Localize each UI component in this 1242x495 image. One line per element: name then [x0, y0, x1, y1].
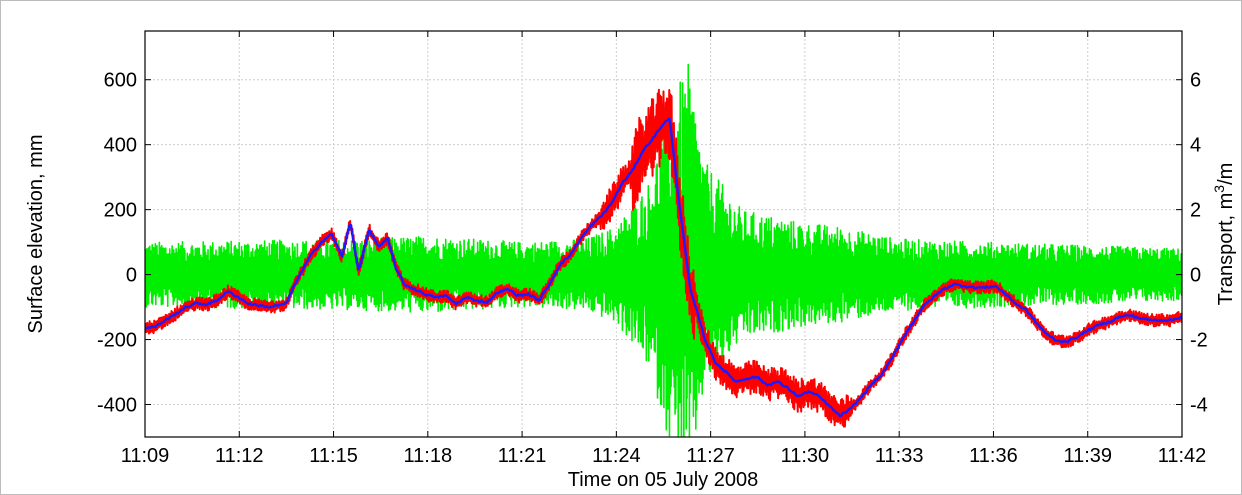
x-tick-label: 11:12	[215, 445, 264, 467]
x-tick-label: 11:42	[1158, 445, 1207, 467]
left-y-tick-label: -400	[97, 395, 137, 417]
right-y-axis-title-suffix: /m	[1215, 163, 1237, 185]
x-tick-label: 11:09	[121, 445, 170, 467]
left-y-tick-label: 400	[104, 135, 137, 157]
right-y-tick-label: 2	[1190, 200, 1201, 222]
left-y-tick-label: -200	[97, 330, 137, 352]
x-tick-label: 11:27	[686, 445, 735, 467]
right-y-axis-title-sup: 3	[1211, 185, 1227, 193]
surface-elevation-smoothed-series	[145, 117, 1182, 418]
right-y-tick-label: -4	[1190, 395, 1208, 417]
tick-marks	[144, 31, 1183, 437]
x-tick-label: 11:36	[969, 445, 1018, 467]
x-tick-label: 11:30	[781, 445, 830, 467]
left-y-tick-label: 600	[104, 70, 137, 92]
x-tick-label: 11:33	[875, 445, 924, 467]
right-y-tick-label: 6	[1190, 70, 1201, 92]
right-y-axis-title-main: Transport, m	[1215, 193, 1237, 306]
x-tick-label: 11:18	[404, 445, 453, 467]
right-y-axis-title: Transport, m3/m	[1211, 163, 1237, 306]
right-y-tick-labels: 6 4 2 0 -2 -4	[1190, 70, 1208, 417]
left-y-tick-label: 200	[104, 200, 137, 222]
left-y-axis-title: Surface elevation, mm	[25, 135, 47, 334]
x-axis-title: Time on 05 July 2008	[568, 469, 758, 491]
left-y-tick-label: 0	[126, 265, 137, 287]
right-y-tick-label: -2	[1190, 330, 1208, 352]
x-tick-label: 11:15	[309, 445, 358, 467]
left-y-tick-labels: 600 400 200 0 -200 -400	[97, 70, 137, 417]
surface-elevation-raw-series	[145, 88, 1182, 428]
x-tick-label: 11:24	[592, 445, 641, 467]
x-tick-label: 11:21	[498, 445, 547, 467]
surface-elevation-raw-line	[145, 88, 1182, 428]
surface-elevation-smoothed-line	[145, 117, 1182, 418]
x-tick-label: 11:39	[1063, 445, 1112, 467]
right-y-tick-label: 4	[1190, 135, 1201, 157]
x-tick-labels: 11:09 11:12 11:15 11:18 11:21 11:24 11:27 11:30…	[121, 445, 1207, 467]
right-y-tick-label: 0	[1190, 265, 1201, 287]
plot-area-border	[144, 30, 1183, 438]
